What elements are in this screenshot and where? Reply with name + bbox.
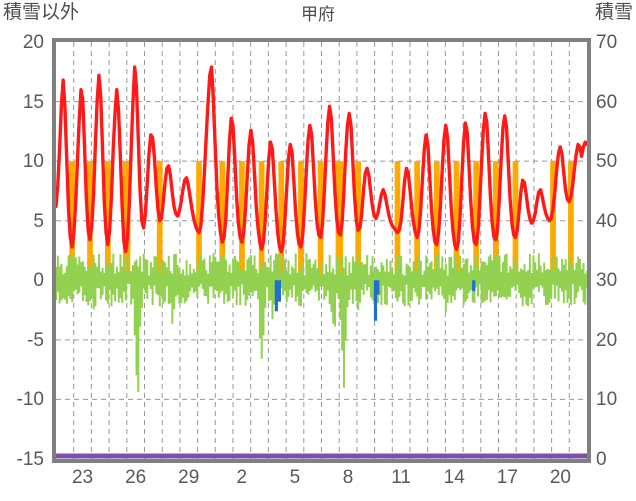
x-axis-tick-8: 17 xyxy=(496,467,518,488)
x-axis-tick-3: 2 xyxy=(236,467,248,488)
y-axis-tick-right-3: 40 xyxy=(596,210,618,232)
x-axis-tick-1: 26 xyxy=(125,467,147,488)
x-axis-tick-7: 14 xyxy=(443,467,465,488)
y-axis-tick-left-0: 20 xyxy=(22,32,44,53)
x-axis-tick-4: 5 xyxy=(289,467,301,488)
x-axis-tick-2: 29 xyxy=(178,467,200,488)
y-axis-tick-right-2: 50 xyxy=(596,151,618,173)
y-axis-tick-right-7: 0 xyxy=(596,449,607,470)
temperature-line xyxy=(56,65,587,254)
x-axis-tick-5: 8 xyxy=(342,467,354,488)
y-axis-tick-left-4: 0 xyxy=(33,270,44,292)
chart-canvas xyxy=(56,42,587,459)
y-axis-tick-right-4: 30 xyxy=(596,270,618,292)
x-axis-tick-9: 20 xyxy=(549,467,571,488)
x-axis-tick-6: 11 xyxy=(391,467,411,488)
precipitation-bars xyxy=(274,280,476,321)
x-axis-tick-0: 23 xyxy=(71,467,94,488)
y-axis-tick-left-6: -10 xyxy=(16,389,44,411)
left-axis-title: 積雪以外 xyxy=(3,2,80,23)
y-axis-tick-left-5: -5 xyxy=(27,329,44,351)
y-axis-tick-left-1: 15 xyxy=(22,91,44,113)
wind-area xyxy=(56,252,587,392)
plot-inner xyxy=(56,42,587,459)
right-axis-title: 積雪 xyxy=(594,2,633,23)
y-axis-tick-right-1: 60 xyxy=(596,91,618,113)
y-axis-tick-right-6: 10 xyxy=(596,389,618,411)
chart-title: 甲府 xyxy=(301,5,335,24)
y-axis-tick-right-5: 20 xyxy=(596,329,618,351)
y-axis-tick-right-0: 70 xyxy=(596,32,618,53)
chart-plot-area[interactable] xyxy=(52,38,591,463)
y-axis-tick-left-2: 10 xyxy=(22,151,44,173)
y-axis-tick-left-3: 5 xyxy=(33,210,44,232)
y-axis-tick-left-7: -15 xyxy=(16,449,44,470)
